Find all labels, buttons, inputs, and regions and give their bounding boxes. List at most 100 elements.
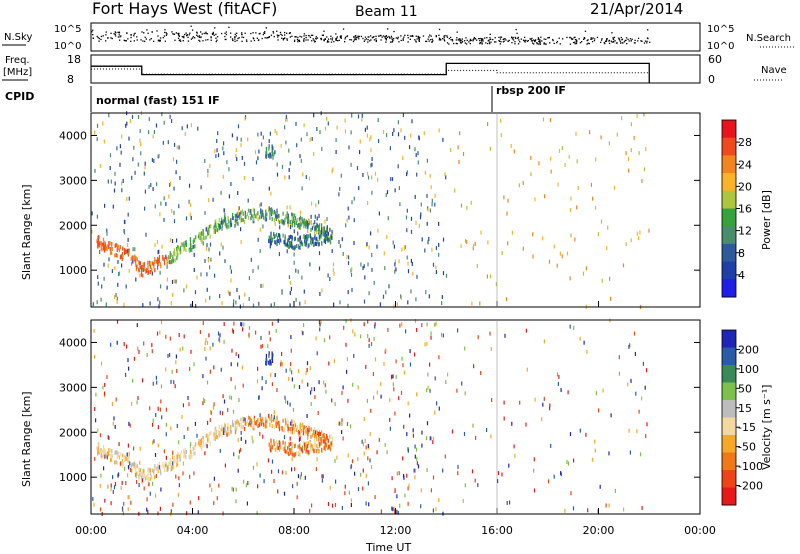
power-cell [98, 242, 100, 247]
velocity-cell [306, 430, 308, 434]
noise-point [268, 36, 271, 38]
velocity-cell [309, 508, 311, 513]
velocity-cell [134, 465, 136, 470]
noise-point [543, 42, 545, 44]
noise-point [503, 40, 505, 42]
power-cell [606, 246, 608, 251]
power-cell [435, 270, 437, 275]
power-cell [269, 211, 271, 216]
power-cell [176, 246, 178, 251]
noise-point [277, 39, 279, 41]
noise-point [212, 31, 214, 34]
power-cell [226, 160, 228, 165]
power-cell [291, 223, 293, 228]
velocity-cell [173, 380, 175, 385]
power-cell [503, 195, 505, 200]
velocity-cell [220, 367, 222, 372]
noise-point [489, 37, 491, 39]
noise-point [538, 37, 540, 40]
velocity-cell [227, 426, 229, 431]
power-cell [166, 264, 168, 269]
velocity-cell [280, 362, 282, 367]
noise-point [472, 39, 474, 41]
velocity-cell [231, 486, 233, 491]
power-cell [163, 120, 165, 125]
power-cell [274, 150, 276, 155]
velocity-cell [146, 497, 148, 502]
power-cell [253, 211, 255, 216]
velocity-cell [257, 418, 259, 423]
velocity-cell [292, 484, 294, 489]
noise-point [611, 32, 613, 34]
velocity-cell [149, 406, 151, 411]
power-cell [396, 302, 398, 307]
noise-point [335, 39, 337, 41]
velocity-cell [608, 503, 610, 508]
velocity-cell [97, 428, 99, 433]
velocity-cell [376, 390, 378, 395]
velocity-cell [193, 451, 195, 456]
power-cell [294, 216, 297, 221]
power-cell [249, 209, 251, 214]
noise-point [525, 39, 527, 41]
power-cell [246, 212, 248, 217]
power-cell [105, 302, 107, 307]
power-cell [338, 240, 340, 244]
noise-point [149, 39, 151, 41]
noise-point [97, 36, 99, 39]
velocity-cell [283, 447, 285, 452]
power-cell [291, 244, 293, 249]
power-cell [170, 301, 172, 306]
noise-point [186, 34, 188, 36]
power-cell [284, 236, 286, 241]
power-cell [223, 218, 226, 223]
power-cell [128, 250, 130, 255]
noise-point [629, 38, 632, 40]
power-cell [181, 126, 183, 131]
velocity-cell [432, 440, 434, 445]
velocity-cell [271, 382, 273, 387]
noise-point [126, 32, 128, 34]
velocity-cell [291, 451, 293, 456]
noise-point [511, 42, 513, 44]
power-cell [366, 125, 368, 130]
velocity-cell [136, 323, 138, 328]
velocity-cell [318, 432, 320, 437]
power-cell [160, 201, 162, 206]
velocity-cell [265, 424, 268, 429]
velocity-cell [614, 488, 616, 493]
power-cell [307, 228, 309, 233]
noise-point [569, 36, 571, 38]
noise-point [228, 26, 230, 28]
power-cell [223, 215, 226, 220]
noise-point [416, 38, 418, 40]
power-cell [237, 124, 240, 129]
power-cell [166, 277, 168, 282]
noise-point [210, 37, 212, 39]
velocity-cell [306, 361, 309, 366]
power-cell [265, 146, 267, 151]
velocity-cell [187, 395, 189, 400]
velocity-cell [429, 436, 431, 441]
velocity-cell [352, 382, 354, 387]
noise-point [455, 42, 457, 45]
power-cell [270, 152, 272, 157]
power-colorbar-swatch [722, 261, 736, 280]
noise-point [587, 42, 589, 44]
power-cell [362, 173, 364, 177]
velocity-cell [165, 422, 167, 427]
velocity-cell [128, 421, 130, 426]
velocity-cell [406, 432, 408, 437]
noise-point [418, 38, 420, 41]
power-cell [195, 235, 197, 240]
noise-point [443, 39, 445, 41]
noise-point [469, 40, 471, 42]
velocity-cell [115, 460, 117, 465]
velocity-cell [247, 481, 249, 485]
noise-point [171, 31, 173, 33]
power-cell [310, 236, 312, 241]
noise-point [481, 38, 483, 40]
velocity-cell [183, 435, 185, 439]
power-cell [347, 206, 349, 211]
noise-point [338, 39, 340, 41]
